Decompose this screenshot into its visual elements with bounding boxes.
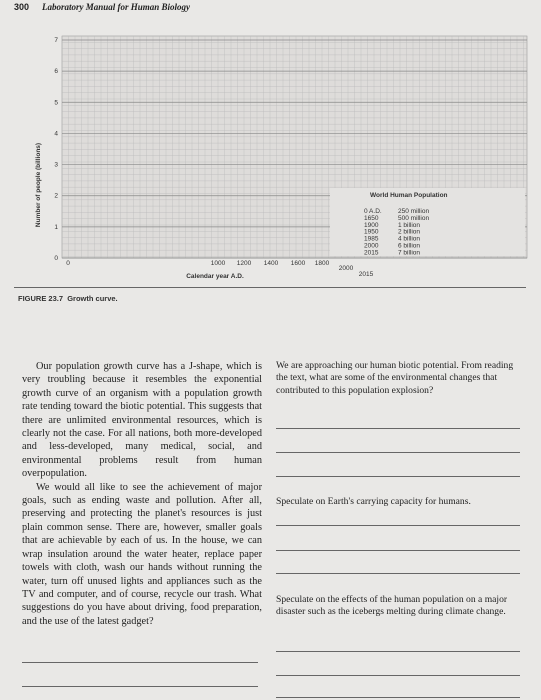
- table-cell: 2015: [364, 249, 379, 256]
- x-tick-label: 1200: [237, 260, 252, 267]
- x-tick-label: 0: [66, 260, 70, 267]
- answer-line: [276, 476, 520, 477]
- table-background: [330, 188, 525, 256]
- table-cell: 0 A.D.: [364, 208, 382, 215]
- y-tick-label: 5: [54, 99, 58, 106]
- caption-text: Growth curve.: [67, 294, 118, 303]
- answer-line: [276, 550, 520, 551]
- y-tick-label: 0: [54, 255, 58, 262]
- x-tick-label: 2015: [359, 271, 374, 278]
- table-cell: 500 million: [398, 215, 429, 222]
- caption-label: FIGURE 23.7: [18, 294, 64, 303]
- table-cell: 2 billion: [398, 229, 420, 236]
- answer-line: [276, 697, 520, 698]
- divider: [14, 287, 526, 288]
- y-tick-label: 4: [54, 130, 58, 137]
- running-title: Laboratory Manual for Human Biology: [42, 2, 191, 12]
- table-cell: 1 billion: [398, 222, 420, 229]
- table-cell: 250 million: [398, 208, 429, 215]
- y-tick-label: 7: [54, 37, 58, 44]
- table-cell: 1950: [364, 229, 379, 236]
- page-number: 300: [14, 2, 30, 12]
- y-tick-label: 1: [54, 224, 58, 231]
- x-tick-label: 1400: [264, 260, 279, 267]
- x-tick-label: 1000: [211, 260, 226, 267]
- left-column: Our population growth curve has a J-shap…: [22, 360, 262, 628]
- y-tick-label: 3: [54, 162, 58, 169]
- table-cell: 2000: [364, 243, 379, 250]
- table-cell: 6 billion: [398, 243, 420, 250]
- answer-line: [276, 525, 520, 526]
- question: Speculate on the effects of the human po…: [276, 594, 508, 618]
- figure: Number of people (billions) Calendar yea…: [35, 35, 528, 280]
- y-axis-label: Number of people (billions): [35, 143, 42, 227]
- y-tick-label: 6: [54, 68, 58, 75]
- paragraph: We would all like to see the achievement…: [22, 481, 262, 627]
- paragraph: Our population growth curve has a J-shap…: [22, 361, 262, 480]
- x-axis-label: Calendar year A.D.: [186, 273, 244, 280]
- answer-line: [276, 452, 520, 453]
- answer-line: [276, 573, 520, 574]
- x-tick-label: 1600: [291, 260, 306, 267]
- table-cell: 7 billion: [398, 249, 420, 256]
- answer-line: [276, 428, 520, 429]
- question: We are approaching our human biotic pote…: [276, 360, 514, 396]
- table-cell: 1985: [364, 236, 379, 243]
- table-cell: 4 billion: [398, 236, 420, 243]
- table-cell: 1650: [364, 215, 379, 222]
- answer-line: [22, 686, 258, 687]
- answer-line: [276, 675, 520, 676]
- x-tick-label: 1800: [315, 260, 330, 267]
- answer-line: [22, 662, 258, 663]
- y-tick-label: 2: [54, 193, 58, 200]
- answer-line: [276, 651, 520, 652]
- figure-caption: FIGURE 23.7 Growth curve.: [18, 294, 118, 303]
- question: Speculate on Earth's carrying capacity f…: [276, 496, 471, 507]
- x-tick-label: 2000: [339, 265, 354, 272]
- table-title: World Human Population: [370, 192, 448, 199]
- table-cell: 1900: [364, 222, 379, 229]
